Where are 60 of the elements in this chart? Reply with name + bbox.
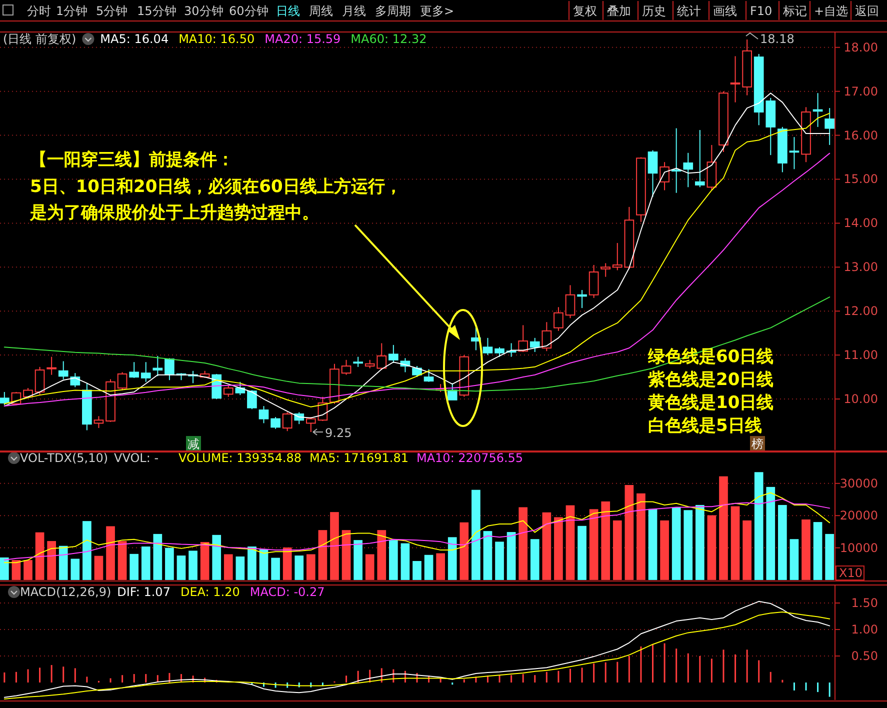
y-tick-label: 10000 [840,540,878,555]
y-tick-label: 12.00 [844,304,878,318]
annotation: 是为了确保股价处于上升趋势过程中。 [29,203,319,223]
text: 复权 [573,4,597,18]
annotation: 黄色线是10日线 [647,393,774,413]
text: X10 [839,566,862,580]
y-tick-label: 10.00 [844,392,878,406]
y-tick-label: 0.50 [851,649,878,664]
text: 历史 [642,4,666,18]
annotation: 榜 [752,437,764,451]
text: 月线 [342,4,366,18]
text: 叠加 [607,4,631,18]
text: MA10: 16.50 [178,32,255,46]
text: 5分钟 [96,4,128,18]
text: 多周期 [375,4,411,18]
annotation: 紫色线是20日线 [647,370,774,390]
annotation: 9.25 [325,426,352,440]
annotation: MACD: -0.27 [250,585,325,599]
text: 周线 [309,4,333,18]
chart-title: MACD(12,26,9) [20,585,112,599]
text: 60分钟 [229,4,268,18]
text: MA5: 16.04 [100,32,169,46]
annotation: 5日、10日和20日线，必须在60日线上方运行， [30,177,402,197]
y-tick-label: 14.00 [844,216,878,230]
y-tick-label: 18.00 [844,40,878,54]
text: +自选 [814,4,848,18]
y-tick-label: 16.00 [844,128,878,142]
text: 分时 [27,4,51,18]
text: 1分钟 [56,4,88,18]
text: F10 [750,4,772,18]
y-tick-label: 1.00 [851,622,878,637]
annotation: MA10: 220756.55 [416,451,524,465]
y-tick-label: 11.00 [844,348,878,362]
text: 更多> [420,4,454,18]
y-tick-label: 1.50 [851,596,878,610]
y-tick-label: 20000 [840,508,878,523]
annotation: VOLUME: 139354.88 [178,451,302,465]
y-tick-label: 13.00 [844,260,878,274]
y-tick-label: 30000 [840,476,878,490]
annotation: 【一阳穿三线】前提条件： [30,150,234,170]
text: 30分钟 [184,4,224,18]
text: DEA: 1.20 [180,585,240,599]
annotation: MA5: 171691.81 [310,451,408,465]
text: DIF: 1.07 [117,585,170,599]
text: 日线 [276,4,300,18]
text: 15分钟 [137,4,176,18]
text: 统计 [677,4,701,18]
annotation: 减 [188,437,200,451]
chart-title: VOL-TDX(5,10) [20,451,108,465]
annotation: 白色线是5日线 [648,416,762,436]
text: 返回 [855,4,879,18]
annotation: VVOL: - [114,451,159,465]
text: MA20: 15.59 [264,32,341,46]
y-tick-label: 17.00 [844,84,878,98]
y-tick-label: 15.00 [844,172,878,186]
text: 标记 [782,4,807,18]
text: 画线 [713,4,737,18]
text: MA60: 12.32 [350,32,427,46]
chart-title: (日线 前复权) [3,32,76,46]
annotation: 18.18 [760,32,794,46]
